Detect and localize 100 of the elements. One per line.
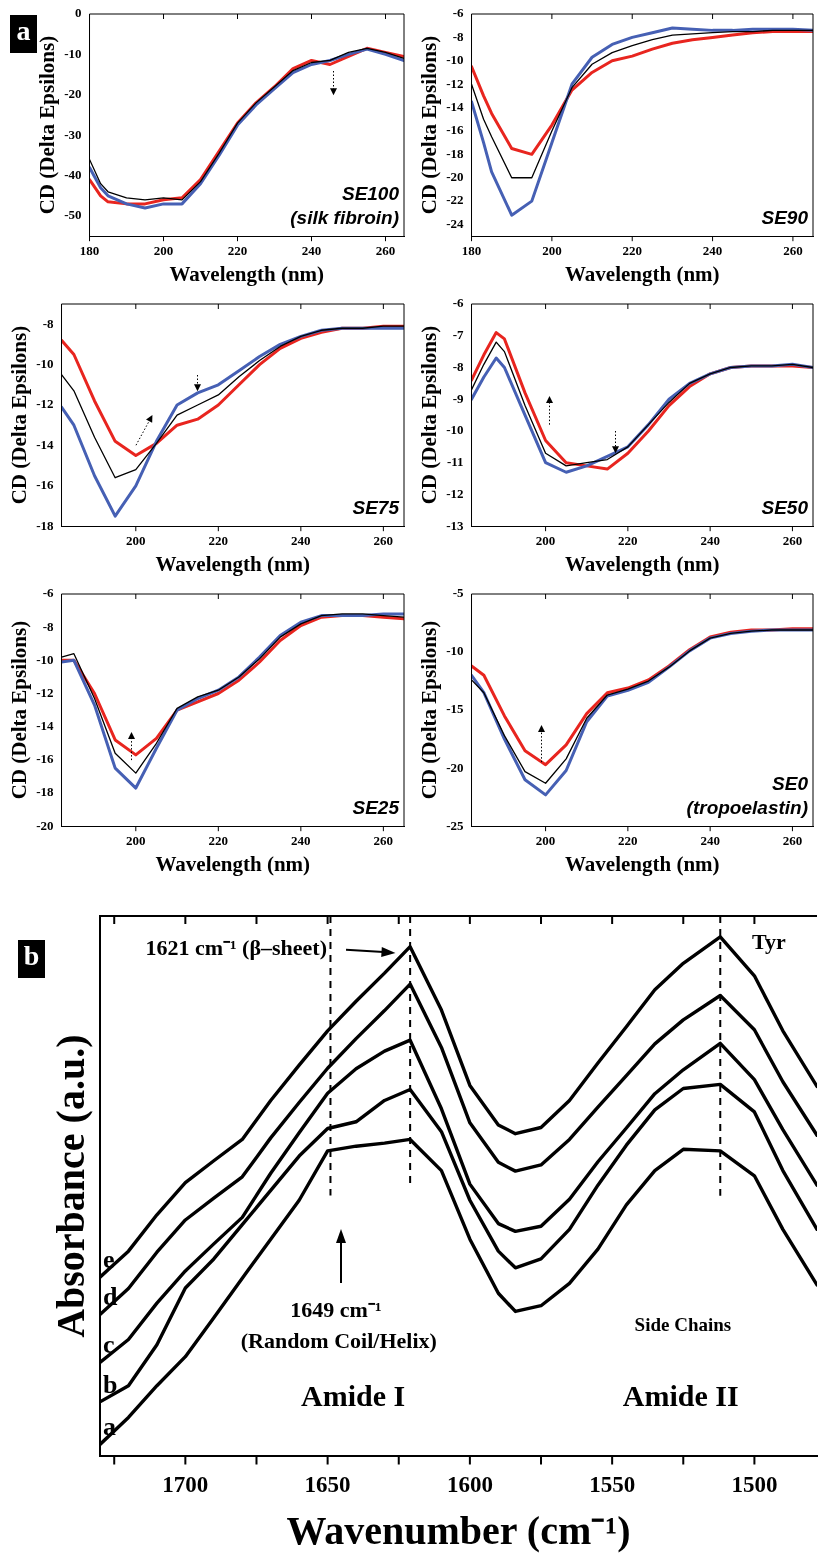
y-tick-label: -16	[36, 477, 55, 493]
annotation: Amide II	[622, 1379, 739, 1413]
y-tick-label: -10	[36, 355, 54, 371]
x-tick-label: 260	[373, 833, 394, 849]
x-tick-label: 240	[301, 243, 322, 259]
y-tick-label: -20	[64, 86, 82, 102]
x-tick-label: 220	[622, 243, 642, 259]
annotation: 1649 cm⁻¹	[290, 1297, 382, 1323]
annotation: (Random Coil/Helix)	[240, 1327, 437, 1353]
y-tick-label: -30	[64, 126, 82, 142]
annotation: SE100	[341, 182, 400, 204]
annotation: 1621 cm⁻¹ (β–sheet)	[145, 934, 328, 960]
chart-title: a	[16, 15, 31, 47]
x-tick-label: 240	[700, 833, 720, 849]
y-axis-title: CD (Delta Epsilons)	[417, 620, 442, 800]
y-tick-label: -6	[42, 585, 55, 601]
x-axis-title: Wavenumber (cm⁻¹)	[286, 1508, 631, 1554]
y-tick-label: -8	[42, 618, 55, 634]
x-tick-label: 260	[373, 533, 394, 549]
x-axis-title: Wavelength (nm)	[564, 851, 720, 876]
x-tick-label: 240	[700, 533, 720, 549]
y-tick-label: -18	[36, 517, 55, 533]
x-tick-label: 240	[291, 533, 311, 549]
y-tick-label: -11	[446, 454, 464, 470]
x-tick-label: 200	[535, 533, 556, 549]
y-tick-label: -20	[446, 759, 464, 775]
y-tick-label: -8	[42, 315, 55, 331]
y-tick-label: -20	[36, 817, 54, 833]
annotation: SE50	[761, 496, 809, 518]
x-axis-title: Wavelength (nm)	[155, 851, 311, 876]
y-tick-label: -22	[446, 192, 464, 208]
x-tick-label: 200	[153, 243, 174, 259]
x-axis-title: Wavelength (nm)	[169, 261, 325, 286]
y-axis-title: CD (Delta Epsilons)	[417, 35, 442, 215]
y-tick-label: -25	[446, 817, 465, 833]
y-tick-label: 0	[75, 5, 82, 21]
y-tick-label: -12	[36, 684, 54, 700]
x-tick-label: 260	[375, 243, 396, 259]
y-axis-title: CD (Delta Epsilons)	[7, 620, 32, 800]
y-tick-label: -8	[452, 358, 465, 374]
y-axis-title: CD (Delta Epsilons)	[7, 325, 32, 505]
x-tick-label: 200	[535, 833, 556, 849]
annotation: Amide I	[301, 1379, 406, 1413]
y-tick-label: -8	[452, 28, 465, 44]
y-axis-title: CD (Delta Epsilons)	[35, 35, 60, 215]
annotation: SE75	[352, 496, 400, 518]
y-tick-label: -12	[446, 75, 464, 91]
y-tick-label: -18	[446, 145, 465, 161]
y-tick-label: -10	[446, 422, 464, 438]
annotation: (tropoelastin)	[686, 796, 808, 818]
x-tick-label: 1550	[589, 1472, 636, 1498]
y-tick-label: -14	[446, 98, 465, 114]
x-tick-label: 260	[783, 243, 803, 259]
y-tick-label: -10	[64, 45, 82, 61]
x-tick-label: 200	[542, 243, 562, 259]
y-tick-label: -7	[452, 327, 465, 343]
y-tick-label: -16	[36, 751, 55, 767]
y-tick-label: -6	[452, 5, 465, 21]
annotation: (silk fibroin)	[290, 206, 399, 228]
x-tick-label: 260	[782, 533, 803, 549]
y-tick-label: -12	[446, 485, 464, 501]
x-axis-title: Wavelength (nm)	[564, 551, 720, 576]
x-tick-label: 240	[291, 833, 311, 849]
x-axis-title: Wavelength (nm)	[155, 551, 311, 576]
y-tick-label: -13	[446, 517, 465, 533]
y-tick-label: -9	[452, 390, 465, 406]
x-tick-label: 180	[461, 243, 482, 259]
x-tick-label: 220	[208, 833, 229, 849]
annotation: Side Chains	[634, 1313, 732, 1335]
annotation: Tyr	[752, 929, 787, 955]
y-tick-label: -5	[452, 585, 465, 601]
x-tick-label: 1650	[304, 1472, 351, 1498]
x-tick-label: 220	[618, 533, 638, 549]
series-label: b	[103, 1369, 118, 1399]
y-tick-label: -24	[446, 215, 465, 231]
y-axis-title: CD (Delta Epsilons)	[417, 325, 442, 505]
x-tick-label: 1700	[162, 1472, 209, 1498]
x-tick-label: 240	[702, 243, 723, 259]
y-tick-label: -6	[452, 295, 465, 311]
y-tick-label: -14	[36, 436, 55, 452]
x-tick-label: 1500	[731, 1472, 778, 1498]
y-tick-label: -18	[36, 784, 55, 800]
x-tick-label: 200	[126, 533, 146, 549]
y-tick-label: -15	[446, 701, 465, 717]
y-axis-title: Absorbance (a.u.)	[48, 1034, 94, 1338]
y-tick-label: -40	[64, 166, 82, 182]
annotation: SE0	[772, 772, 809, 794]
x-axis-title: Wavelength (nm)	[564, 261, 720, 286]
x-tick-label: 220	[208, 533, 229, 549]
x-tick-label: 1600	[446, 1472, 493, 1498]
y-tick-label: -10	[446, 643, 464, 659]
y-tick-label: -10	[36, 651, 54, 667]
annotation: SE25	[352, 796, 400, 818]
x-tick-label: 200	[126, 833, 146, 849]
y-tick-label: -16	[446, 122, 465, 138]
y-tick-label: -50	[64, 207, 82, 223]
y-tick-label: -12	[36, 396, 54, 412]
x-tick-label: 180	[79, 243, 100, 259]
chart-title: b	[23, 940, 40, 972]
x-tick-label: 220	[227, 243, 248, 259]
